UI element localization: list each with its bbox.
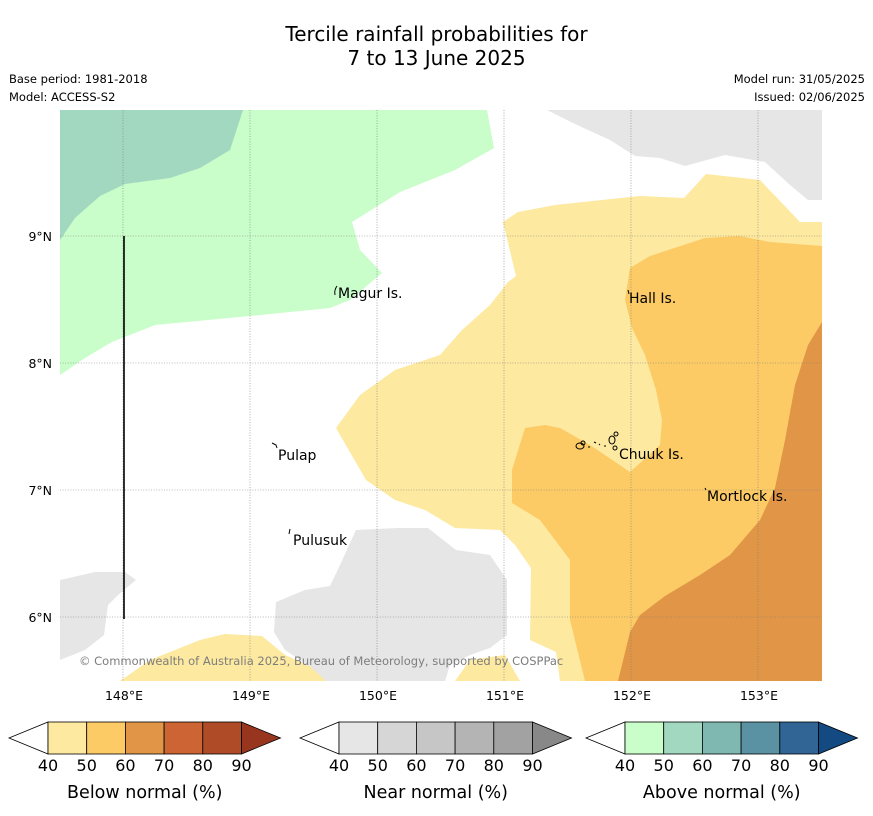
below-normal-legend-tick: 60: [115, 756, 135, 775]
above-normal-legend-tick: 60: [692, 756, 712, 775]
near-normal-legend: 40 50 60 70 80 90 Near normal (%): [298, 721, 573, 803]
y-tick-8n: 8°N: [28, 356, 52, 371]
near-normal-legend-swatch: [377, 721, 417, 755]
above-normal-legend-tick: 80: [770, 756, 790, 775]
metadata-right: Model run: 31/05/2025 Issued: 02/06/2025: [734, 70, 865, 106]
label-pulap: Pulap: [278, 448, 317, 464]
near-normal-legend-lower-extend: [298, 721, 340, 755]
below-normal-legend-tick: 90: [231, 756, 251, 775]
below-normal-40-50-region-south: [120, 634, 326, 681]
x-tick-150: 150°E: [359, 688, 397, 703]
above-normal-legend-lower-extend: [584, 721, 626, 755]
model-text: Model: ACCESS-S2: [9, 90, 116, 104]
x-axis: 148°E 149°E 150°E 151°E 152°E 153°E: [105, 688, 778, 703]
x-tick-149: 149°E: [232, 688, 270, 703]
near-normal-legend-tick: 70: [445, 756, 465, 775]
near-normal-legend-swatch: [415, 721, 456, 755]
label-pulusuk: Pulusuk: [293, 533, 348, 549]
below-normal-legend-tick: 50: [77, 756, 97, 775]
metadata-left: Base period: 1981-2018 Model: ACCESS-S2: [9, 70, 148, 106]
below-normal-legend-swatch: [125, 721, 165, 755]
map-title: Tercile rainfall probabilities for 7 to …: [0, 22, 873, 70]
below-normal-legend: 40 50 60 70 80 90 Below normal (%): [7, 721, 282, 803]
near-normal-40-50-region-south: [274, 528, 507, 681]
chuuk-island-outline: [575, 431, 619, 451]
mortlock-island-outline: [704, 487, 707, 491]
probability-fields: [60, 110, 822, 681]
x-tick-148: 148°E: [105, 688, 143, 703]
label-magur: Magur Is.: [338, 286, 403, 302]
base-period-text: Base period: 1981-2018: [9, 72, 148, 86]
above-normal-50-60-region: [60, 110, 243, 240]
near-normal-40-50-region-west: [60, 572, 136, 660]
near-normal-legend-swatch: [493, 721, 533, 755]
above-normal-legend-tick: 40: [615, 756, 635, 775]
title-line-2: 7 to 13 June 2025: [347, 46, 526, 70]
below-normal-legend-title: Below normal (%): [67, 783, 222, 803]
place-labels: Magur Is. Hall Is. Pulap Chuuk Is. Mortl…: [278, 286, 787, 549]
above-normal-legend-tick: 50: [654, 756, 674, 775]
near-normal-legend-tick: 90: [522, 756, 542, 775]
below-normal-legend-lower-extend: [7, 721, 49, 755]
legends: 40 50 60 70 80 90 Below normal (%) 40 50 60 70 80 90…: [7, 721, 859, 803]
below-normal-legend-tick: 80: [193, 756, 213, 775]
label-hall: Hall Is.: [629, 291, 676, 307]
model-run-text: Model run: 31/05/2025: [733, 72, 865, 86]
above-normal-legend-swatch: [663, 721, 703, 755]
issued-text: Issued: 02/06/2025: [754, 90, 865, 104]
copyright-text: © Commonwealth of Australia 2025, Bureau…: [79, 654, 563, 668]
above-normal-legend-title: Above normal (%): [643, 783, 801, 803]
near-normal-legend-tick: 60: [406, 756, 426, 775]
title-line-1: Tercile rainfall probabilities for: [285, 22, 588, 46]
above-normal-legend-swatch: [624, 721, 665, 755]
near-normal-40-50-region-north: [547, 110, 822, 200]
above-normal-legend-upper-extend: [818, 721, 859, 755]
near-normal-legend-tick: 40: [329, 756, 349, 775]
above-normal-legend-swatch: [702, 721, 742, 755]
x-tick-153: 153°E: [740, 688, 778, 703]
above-normal-legend-swatch: [779, 721, 819, 755]
below-normal-legend-swatch: [163, 721, 204, 755]
y-tick-6n: 6°N: [28, 610, 52, 625]
below-normal-legend-swatch: [86, 721, 126, 755]
below-normal-legend-upper-extend: [241, 721, 282, 755]
below-normal-60-70-region: [618, 322, 822, 681]
near-normal-legend-swatch: [338, 721, 379, 755]
near-normal-legend-tick: 50: [368, 756, 388, 775]
x-tick-151: 151°E: [486, 688, 524, 703]
y-tick-9n: 9°N: [28, 229, 52, 244]
near-normal-legend-title: Near normal (%): [363, 783, 508, 803]
near-normal-legend-tick: 80: [484, 756, 504, 775]
y-tick-7n: 7°N: [28, 483, 52, 498]
near-normal-legend-swatch: [454, 721, 495, 755]
above-normal-legend-tick: 90: [808, 756, 828, 775]
above-normal-legend-swatch: [740, 721, 781, 755]
pulap-island-outline: [271, 442, 278, 449]
above-normal-legend: 40 50 60 70 80 90 Above normal (%): [584, 721, 859, 803]
x-tick-152: 152°E: [613, 688, 651, 703]
y-axis: 9°N 8°N 7°N 6°N: [28, 229, 52, 625]
near-normal-legend-upper-extend: [532, 721, 573, 755]
magur-island-outline: [334, 285, 338, 296]
island-outlines: [271, 285, 707, 535]
below-normal-legend-tick: 70: [154, 756, 174, 775]
above-normal-legend-tick: 70: [731, 756, 751, 775]
below-normal-legend-swatch: [47, 721, 88, 755]
hall-island-outline: [627, 289, 630, 295]
below-normal-legend-tick: 40: [38, 756, 58, 775]
below-normal-legend-swatch: [202, 721, 242, 755]
label-mortlock: Mortlock Is.: [707, 489, 787, 505]
pulusuk-island-outline: [288, 528, 291, 535]
label-chuuk: Chuuk Is.: [619, 447, 684, 463]
gridlines: [60, 110, 822, 681]
